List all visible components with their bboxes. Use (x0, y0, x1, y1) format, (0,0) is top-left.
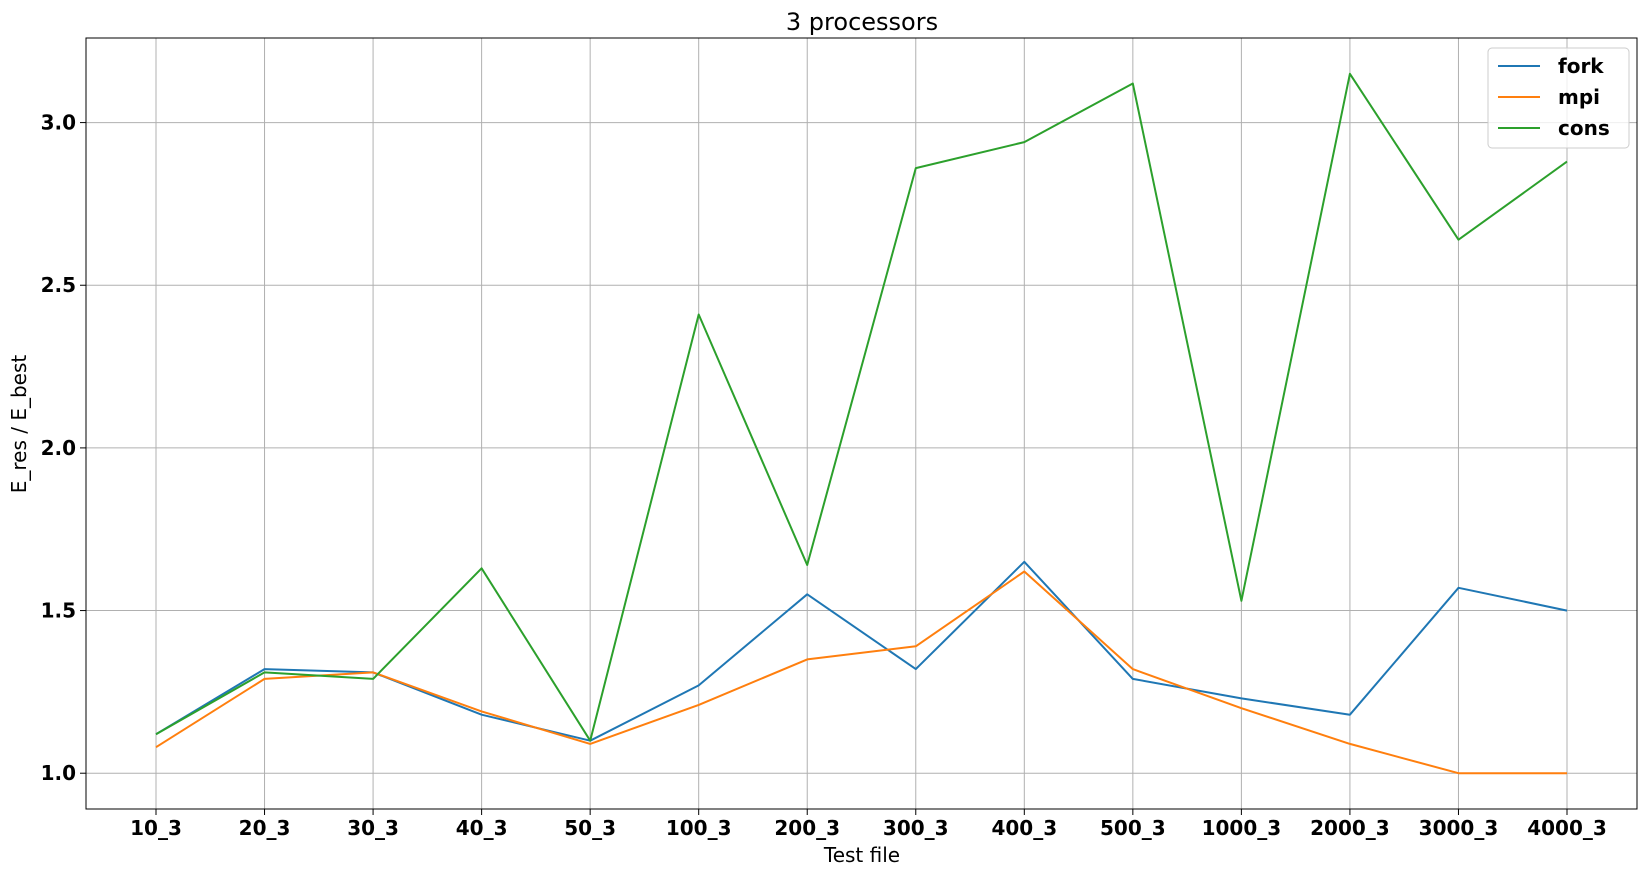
series-cons (155, 72, 1568, 742)
x-tick-label: 100_3 (666, 816, 732, 840)
x-tick-label: 40_3 (456, 816, 508, 840)
chart-title: 3 processors (786, 8, 938, 36)
legend: fork mpi cons (1487, 47, 1630, 149)
x-tick-label: 1000_3 (1202, 816, 1282, 840)
x-tick-label: 50_3 (564, 816, 616, 840)
x-tick-label: 400_3 (991, 816, 1057, 840)
grid (86, 38, 1637, 809)
series-line-fork (155, 560, 1568, 742)
x-axis-label: Test file (823, 843, 900, 867)
plot-area (85, 37, 1638, 810)
x-axis: 10_3 20_3 30_3 40_3 50_3 100_3 200_3 300_3 400_3… (130, 809, 1607, 840)
series-mpi (155, 570, 1568, 775)
y-tick-label: 2.0 (41, 436, 76, 460)
series-line-cons (155, 72, 1568, 742)
y-tick-label: 1.5 (41, 599, 76, 623)
x-tick-label: 20_3 (239, 816, 291, 840)
x-tick-label: 500_3 (1100, 816, 1166, 840)
series-line-mpi (155, 570, 1567, 775)
y-axis-label: E_res / E_best (7, 355, 31, 494)
x-tick-label: 2000_3 (1310, 816, 1390, 840)
legend-label-fork: fork (1558, 54, 1604, 78)
y-axis: 1.0 1.5 2.0 2.5 3.0 (41, 111, 86, 785)
legend-label-cons: cons (1558, 116, 1610, 140)
y-tick-label: 1.0 (41, 761, 76, 785)
x-tick-label: 3000_3 (1419, 816, 1499, 840)
x-tick-label: 300_3 (883, 816, 949, 840)
x-tick-label: 10_3 (130, 816, 182, 840)
x-tick-label: 4000_3 (1527, 816, 1607, 840)
legend-box (1487, 47, 1630, 149)
y-tick-label: 3.0 (41, 111, 76, 135)
series-fork (155, 560, 1568, 742)
legend-label-mpi: mpi (1558, 85, 1600, 109)
series-lines (155, 72, 1568, 775)
x-tick-label: 200_3 (774, 816, 840, 840)
x-tick-label: 30_3 (347, 816, 399, 840)
y-tick-label: 2.5 (41, 273, 76, 297)
